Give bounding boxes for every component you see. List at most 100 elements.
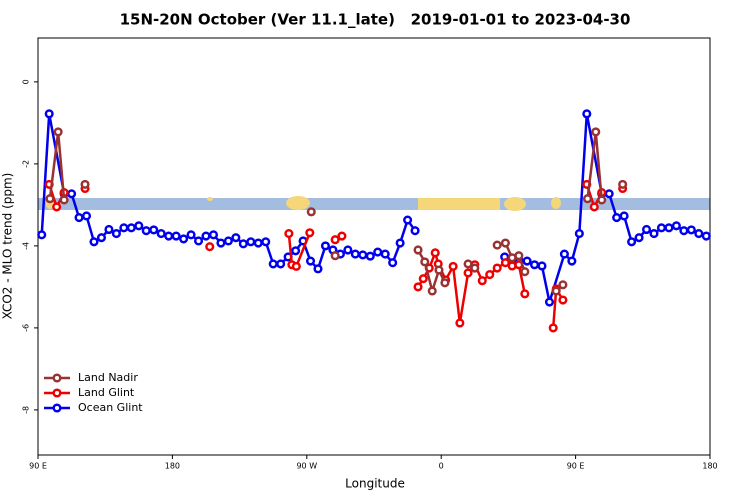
data-point [350,249,360,259]
legend: Land Nadir Land Glint Ocean Glint [44,371,143,414]
data-point [618,179,628,189]
data-point [492,240,502,250]
data-point [627,237,637,247]
data-point [305,228,315,238]
data-point [261,237,271,247]
data-point [156,229,166,239]
data-point [548,323,558,333]
data-point [664,223,674,233]
data-point [551,286,561,296]
x-tick-label: 90 W [296,462,317,471]
data-point [141,226,151,236]
data-point [313,264,323,274]
plot-frame [37,37,711,456]
data-point [337,231,347,241]
legend-label: Land Glint [78,386,135,399]
data-point [45,194,55,204]
data-point [388,258,398,268]
data-point [37,230,47,240]
x-tick-label: 180 [165,462,180,471]
data-point [253,238,263,248]
data-point [591,127,601,137]
data-point [582,109,592,119]
data-point [413,282,423,292]
data-point [53,127,63,137]
data-point [544,297,555,307]
data-point [223,236,233,246]
data-point [434,265,444,275]
data-point [291,261,301,271]
data-point [694,229,704,239]
data-point [470,263,480,273]
data-point [679,226,689,236]
data-point [305,256,316,266]
data-point [440,278,450,288]
data-point [111,229,121,239]
data-point [463,259,473,269]
x-tick-label: 90 E [567,462,585,471]
data-point [134,221,144,231]
data-point [477,276,487,286]
data-point [373,247,383,257]
data-point [104,224,114,235]
y-axis-label: XCO2 - MLO trend (ppm) [1,173,15,320]
data-point [380,249,390,259]
data-point [291,246,301,256]
x-axis-label: Longitude [345,477,405,491]
data-point [238,239,248,249]
data-point [320,241,331,251]
data-point [420,257,430,267]
data-point [179,234,189,244]
data-point [597,195,607,205]
data-point [365,251,375,261]
data-point [284,229,294,239]
data-point [330,251,340,261]
y-tick-label: -4 [22,242,31,250]
map-strip [38,196,710,211]
data-point [448,261,458,271]
data-point [306,207,316,217]
x-tick-label: 0 [439,462,444,471]
data-point [649,229,659,239]
data-point [529,260,540,270]
data-point [520,267,530,277]
data-point [485,270,495,280]
data-point [463,268,473,278]
data-point [634,233,644,243]
data-point [164,231,174,241]
data-point [44,109,54,119]
legend-label: Ocean Glint [78,401,143,414]
x-tick-label: 180 [702,462,717,471]
data-point [558,280,568,290]
y-tick-label: 0 [22,79,31,84]
data-point [59,195,69,205]
data-point [522,256,532,266]
data-point [619,211,629,221]
data-point [612,213,622,223]
data-point [413,245,423,255]
data-point [430,248,440,258]
series [37,109,711,307]
data-point [96,233,107,243]
data-point [455,318,465,328]
data-point [74,213,84,223]
data-point [641,224,652,235]
data-point [403,215,413,225]
data-point [500,238,510,248]
data-point [567,256,577,266]
series [44,179,628,333]
data-point [418,274,428,284]
chart-title: 15N-20N October (Ver 11.1_late) 2019-01-… [120,11,631,29]
data-point [395,238,405,248]
series [45,127,628,296]
data-point [205,242,215,252]
data-point [558,295,568,305]
data-point [604,189,614,199]
data-point [81,211,92,221]
data-point [171,231,181,241]
data-point [208,230,219,240]
legend-label: Land Nadir [78,371,138,384]
legend-marker [52,373,62,383]
legend-marker [52,388,62,398]
data-point [492,263,502,273]
